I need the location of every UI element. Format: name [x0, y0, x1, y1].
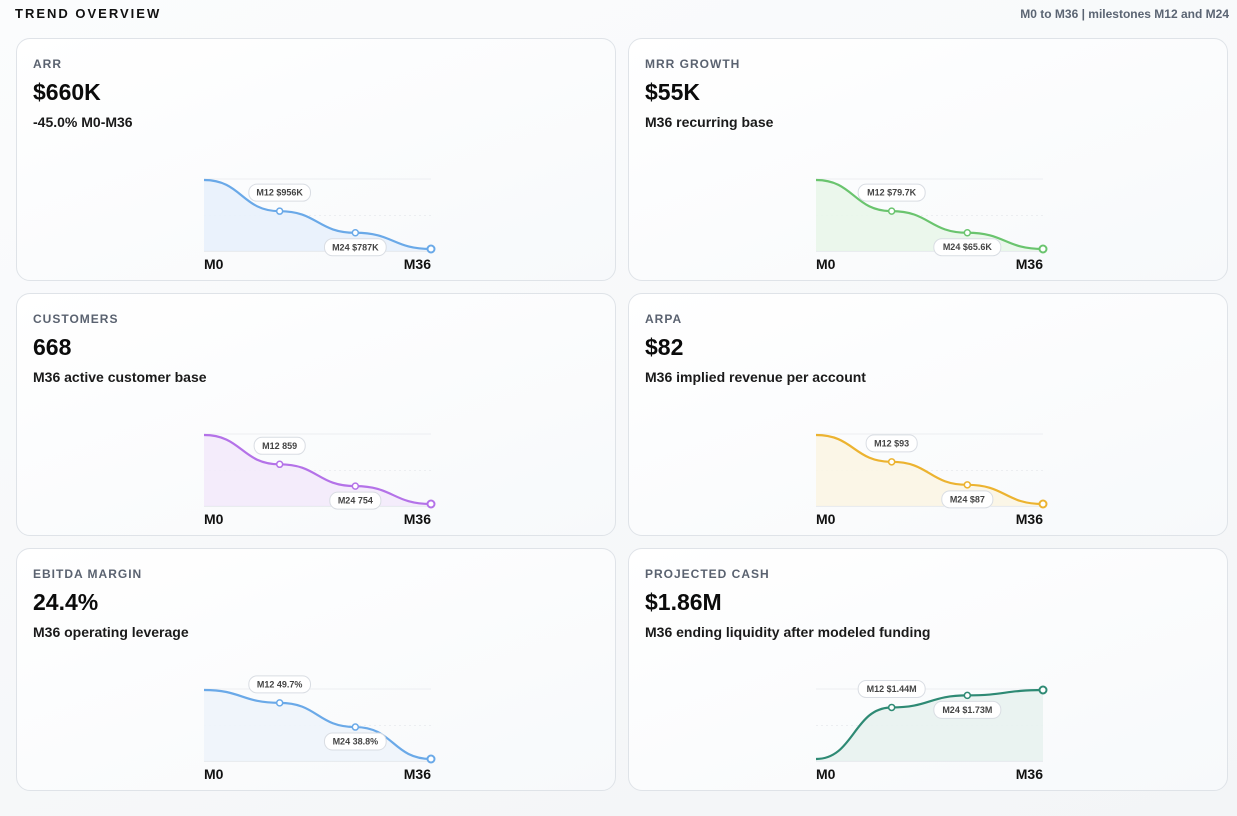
card-arpa[interactable]: ARPA $82 M36 implied revenue per account…	[628, 293, 1228, 536]
milestone-bubble	[248, 183, 312, 202]
card-note: M36 implied revenue per account	[645, 369, 866, 385]
milestone-bubble	[253, 436, 306, 455]
x-tick-end: M36	[1016, 511, 1043, 527]
milestone-point	[275, 699, 284, 707]
milestone-label: M24 $1.73M	[942, 705, 992, 715]
milestone-point	[963, 691, 972, 700]
milestone-bubble	[933, 700, 1002, 719]
milestone-point	[351, 482, 360, 490]
trend-chart: M12 49.7% M24 38.8% M0 M36	[203, 675, 436, 782]
x-tick-start: M0	[204, 256, 224, 272]
x-tick-end: M36	[1016, 766, 1043, 782]
x-tick-end: M36	[404, 766, 431, 782]
trend-chart: M12 $1.44M M24 $1.73M M0 M36	[815, 679, 1048, 782]
end-point	[426, 754, 436, 764]
milestone-bubble	[941, 490, 994, 509]
card-projected-cash[interactable]: PROJECTED CASH $1.86M M36 ending liquidi…	[628, 548, 1228, 791]
x-tick-end: M36	[1016, 256, 1043, 272]
x-tick-start: M0	[816, 511, 836, 527]
milestone-bubble	[933, 238, 1002, 257]
milestone-point	[963, 228, 972, 237]
milestone-bubble	[323, 238, 387, 257]
series-area	[204, 690, 431, 761]
milestone-label: M12 $1.44M	[867, 684, 917, 694]
card-note: -45.0% M0-M36	[33, 114, 133, 130]
milestone-bubble	[857, 679, 926, 698]
x-tick-start: M0	[204, 766, 224, 782]
milestone-point	[887, 458, 896, 466]
trend-chart: M12 $956K M24 $787K M0 M36	[203, 178, 436, 272]
end-point	[426, 244, 436, 254]
milestone-label: M12 859	[262, 441, 297, 451]
milestone-point	[275, 207, 284, 215]
milestone-point	[351, 229, 360, 237]
milestone-label: M24 $787K	[332, 242, 379, 252]
card-value: $82	[645, 334, 684, 360]
card-label: ARR	[33, 57, 62, 71]
milestone-label: M24 $87	[950, 494, 985, 504]
milestone-bubble	[248, 675, 312, 694]
series-line	[815, 688, 1044, 761]
page-subtitle: M0 to M36 | milestones M12 and M24	[1020, 7, 1229, 21]
card-value: $660K	[33, 79, 101, 105]
x-tick-end: M36	[404, 256, 431, 272]
milestone-bubble	[329, 491, 382, 510]
milestone-label: M24 754	[338, 496, 373, 506]
card-note: M36 recurring base	[645, 114, 774, 130]
card-value: $55K	[645, 79, 700, 105]
milestone-label: M12 $93	[874, 438, 909, 448]
series-line	[815, 433, 1044, 506]
card-ebitda-margin[interactable]: EBITDA MARGIN 24.4% M36 operating levera…	[16, 548, 616, 791]
end-point	[1038, 685, 1048, 695]
card-value: 668	[33, 334, 72, 360]
series-area	[816, 435, 1043, 506]
milestone-label: M24 38.8%	[333, 737, 379, 747]
milestone-bubble	[865, 434, 918, 453]
card-mrr-growth[interactable]: MRR GROWTH $55K M36 recurring base M12 $…	[628, 38, 1228, 281]
card-value: 24.4%	[33, 589, 99, 615]
card-customers[interactable]: CUSTOMERS 668 M36 active customer base M…	[16, 293, 616, 536]
milestone-point	[887, 703, 896, 712]
milestone-label: M12 $79.7K	[867, 188, 917, 198]
card-label: ARPA	[645, 312, 683, 326]
card-note: M36 operating leverage	[33, 624, 189, 640]
trend-chart: M12 $79.7K M24 $65.6K M0 M36	[815, 178, 1048, 272]
card-note: M36 active customer base	[33, 369, 207, 385]
end-point	[1038, 499, 1048, 509]
x-tick-start: M0	[204, 511, 224, 527]
end-point	[1038, 244, 1048, 254]
milestone-point	[963, 481, 972, 489]
trend-chart: M12 859 M24 754 M0 M36	[203, 433, 436, 527]
series-area	[204, 180, 431, 251]
x-tick-end: M36	[404, 511, 431, 527]
card-value: $1.86M	[645, 589, 722, 615]
milestone-bubble	[323, 732, 387, 751]
series-line	[203, 688, 432, 761]
milestone-point	[887, 207, 896, 215]
card-label: PROJECTED CASH	[645, 567, 770, 581]
milestone-point	[351, 723, 360, 731]
card-note: M36 ending liquidity after modeled fundi…	[645, 624, 931, 640]
card-label: EBITDA MARGIN	[33, 567, 143, 581]
card-label: CUSTOMERS	[33, 312, 119, 326]
page-title: TREND OVERVIEW	[15, 6, 162, 21]
series-line	[203, 178, 432, 251]
milestone-point	[275, 460, 284, 469]
card-label: MRR GROWTH	[645, 57, 741, 71]
x-tick-start: M0	[816, 256, 836, 272]
series-area	[816, 180, 1043, 251]
series-line	[203, 433, 432, 506]
milestone-label: M12 49.7%	[257, 679, 303, 689]
trend-chart: M12 $93 M24 $87 M0 M36	[815, 433, 1048, 527]
card-arr[interactable]: ARR $660K -45.0% M0-M36 M12 $956K M24 $78…	[16, 38, 616, 281]
end-point	[426, 499, 436, 509]
x-tick-start: M0	[816, 766, 836, 782]
series-line	[815, 178, 1044, 251]
milestone-bubble	[857, 183, 926, 202]
milestone-label: M12 $956K	[256, 188, 303, 198]
milestone-label: M24 $65.6K	[943, 242, 993, 252]
